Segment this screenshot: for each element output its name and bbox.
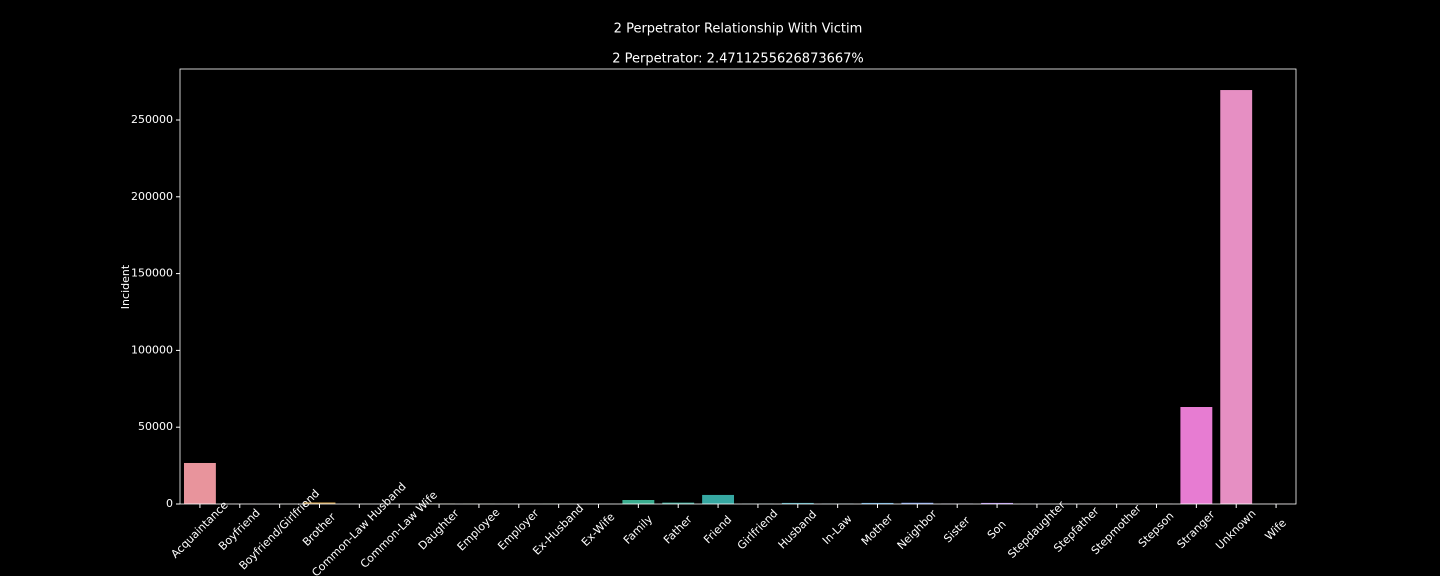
y-tick-label: 200000: [131, 190, 173, 203]
y-tick-label: 150000: [131, 267, 173, 280]
plot-frame: [179, 68, 1297, 505]
bar: [183, 462, 216, 504]
bar: [622, 500, 655, 504]
chart-subtitle: 2 Perpetrator: 2.4711255626873667%: [612, 52, 864, 67]
y-axis-label: Incident: [119, 264, 132, 309]
chart-title: 2 Perpetrator Relationship With Victim: [614, 22, 863, 37]
bar: [303, 502, 336, 504]
bar: [861, 502, 894, 504]
bar: [981, 502, 1014, 504]
y-tick-label: 50000: [138, 420, 173, 433]
bar: [901, 502, 934, 504]
bar: [662, 502, 695, 504]
y-tick-label: 100000: [131, 343, 173, 356]
y-tick-label: 0: [166, 497, 173, 510]
y-tick-label: 250000: [131, 113, 173, 126]
bar: [702, 494, 735, 504]
bar: [1220, 90, 1253, 505]
bar: [1180, 407, 1213, 504]
bar: [781, 502, 814, 504]
